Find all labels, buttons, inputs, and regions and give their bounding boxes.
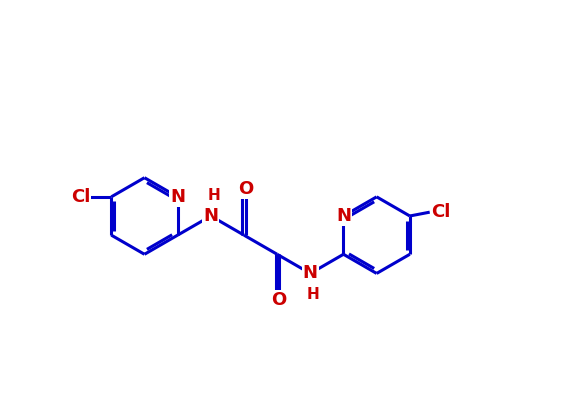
Text: H: H: [307, 287, 320, 302]
Text: N: N: [170, 188, 185, 206]
Text: N: N: [336, 207, 351, 225]
Text: N: N: [204, 207, 218, 225]
Text: H: H: [208, 188, 220, 202]
Text: N: N: [303, 265, 318, 283]
Text: Cl: Cl: [71, 188, 90, 206]
Text: O: O: [271, 291, 287, 309]
Text: Cl: Cl: [431, 203, 450, 221]
Text: O: O: [238, 180, 253, 198]
